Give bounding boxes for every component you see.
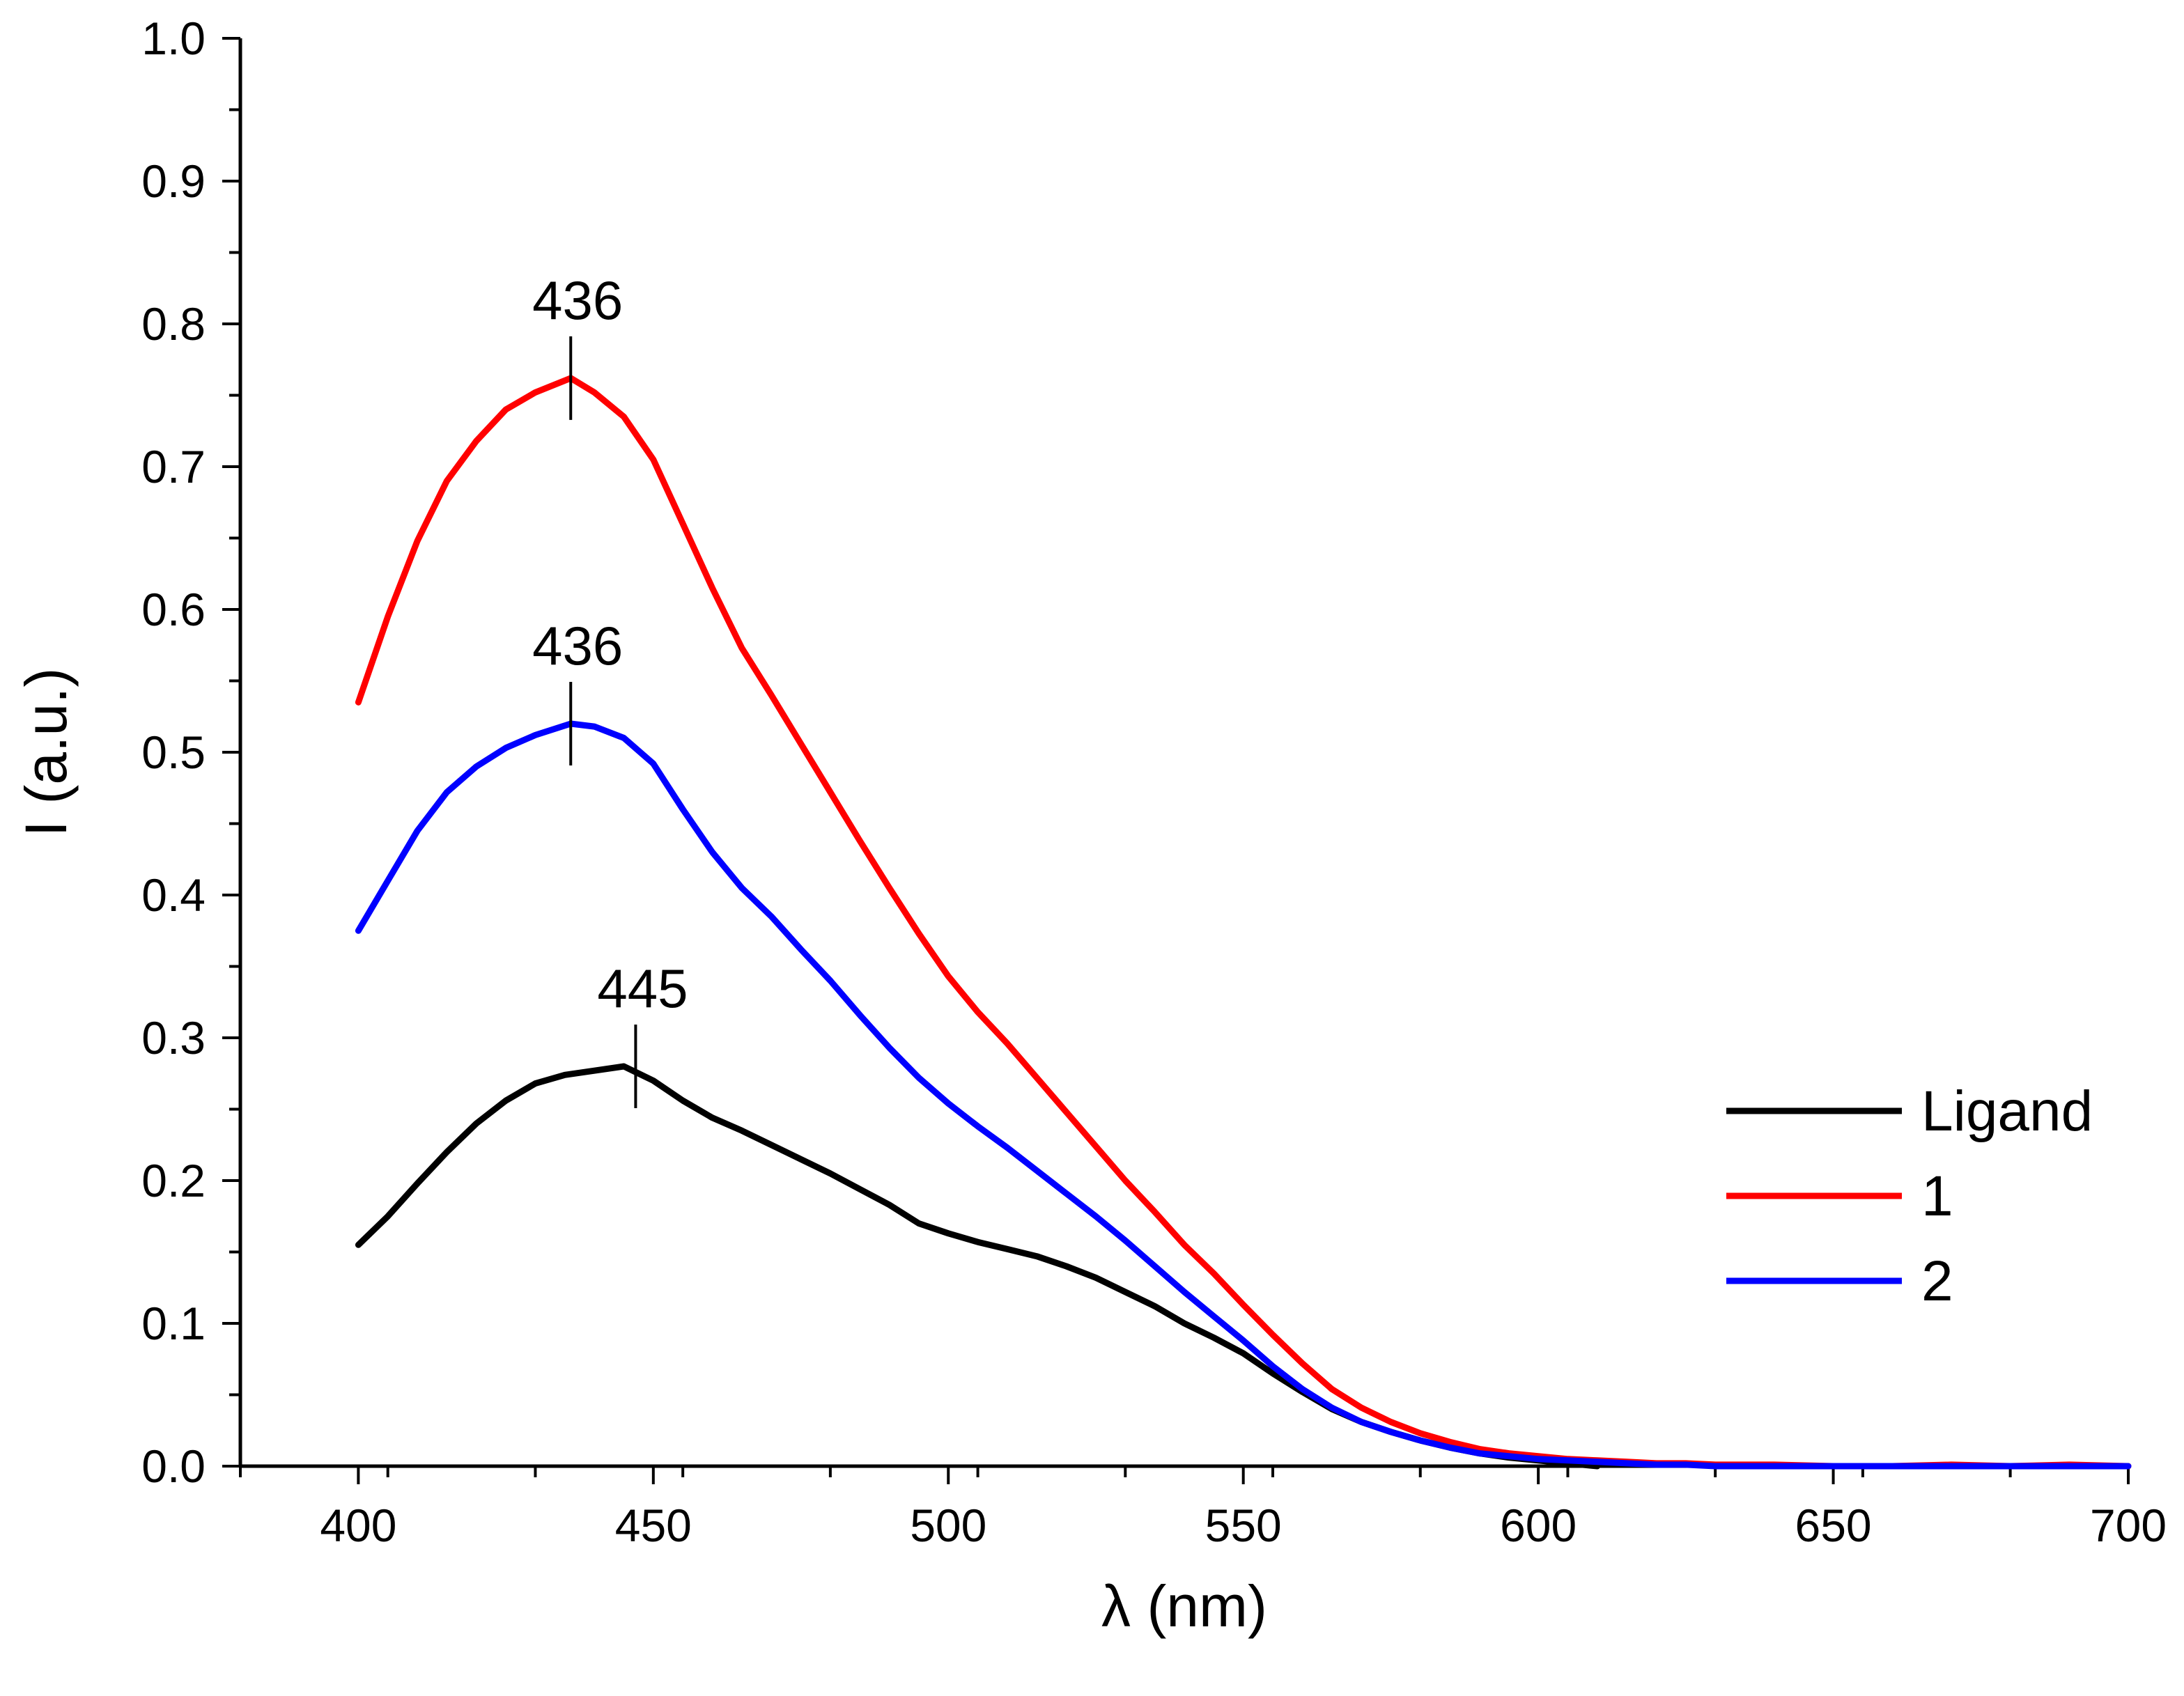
y-tick-label: 0.1 <box>141 1298 206 1349</box>
x-tick-label: 600 <box>1500 1500 1577 1551</box>
y-tick-label: 0.5 <box>141 726 206 778</box>
x-tick-label: 700 <box>2090 1500 2167 1551</box>
series-line-2 <box>355 720 2132 1470</box>
y-tick-label: 0.0 <box>141 1440 206 1492</box>
y-tick-label: 0.2 <box>141 1155 206 1206</box>
x-ticks: 400 450 500 550 600 650 700 <box>239 1466 2167 1551</box>
axes <box>238 38 2128 1468</box>
series-group <box>355 375 2132 1470</box>
y-tick-label: 0.3 <box>141 1012 206 1064</box>
series-line-1 <box>355 375 2132 1470</box>
legend: Ligand 1 2 <box>1726 1080 2093 1313</box>
x-tick-label: 400 <box>320 1500 396 1551</box>
y-tick-label: 0.9 <box>141 155 206 207</box>
y-tick-label: 0.4 <box>141 869 206 921</box>
peak-label: 445 <box>597 958 688 1019</box>
x-axis-title: λ (nm) <box>1101 1573 1267 1639</box>
peak-annotations: 436 436 445 <box>532 270 688 1108</box>
legend-label: 1 <box>1921 1165 1953 1228</box>
y-tick-label: 0.8 <box>141 298 206 350</box>
peak-label: 436 <box>532 270 623 331</box>
legend-label: Ligand <box>1921 1080 2093 1143</box>
y-ticks: 0.0 0.1 0.2 0.3 0.4 0.5 0.6 0.7 0.8 0.9 1.0 <box>141 13 240 1492</box>
peak-label: 436 <box>532 615 623 676</box>
y-tick-label: 0.7 <box>141 441 206 492</box>
x-tick-label: 450 <box>615 1500 692 1551</box>
x-tick-label: 650 <box>1795 1500 1872 1551</box>
x-tick-label: 500 <box>910 1500 986 1551</box>
y-tick-label: 1.0 <box>141 13 206 64</box>
x-tick-label: 550 <box>1205 1500 1282 1551</box>
y-tick-label: 0.6 <box>141 584 206 635</box>
legend-label: 2 <box>1921 1250 1953 1313</box>
y-axis-title: I (a.u.) <box>13 668 79 837</box>
